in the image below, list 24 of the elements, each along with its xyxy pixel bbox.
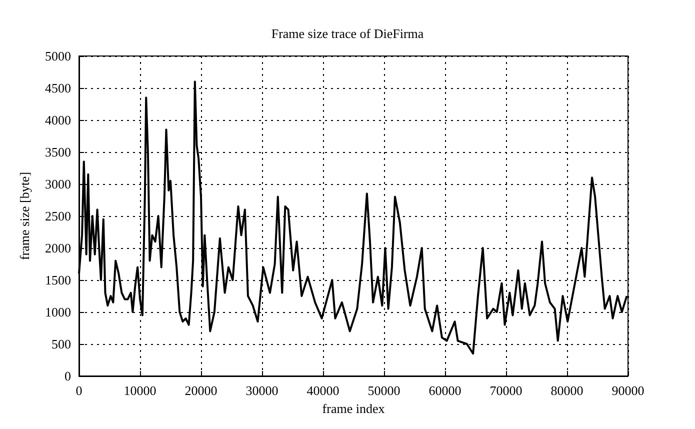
- y-tick-label: 3000: [45, 176, 71, 192]
- y-tick-label: 1500: [45, 272, 71, 288]
- x-axis-title: frame index: [322, 400, 386, 416]
- y-tick-label: 0: [64, 368, 71, 384]
- y-tick-label: 5000: [45, 48, 71, 64]
- x-tick-label: 10000: [124, 383, 156, 398]
- x-tick-label: 60000: [428, 383, 462, 398]
- x-tick-label: 90000: [612, 383, 644, 398]
- y-tick-label: 4000: [45, 112, 71, 128]
- chart-title: Frame size trace of DieFirma: [271, 26, 424, 41]
- y-axis-title: frame size [byte]: [17, 172, 32, 260]
- y-tick-label: 500: [52, 336, 71, 352]
- x-tick-label: 40000: [306, 383, 340, 398]
- x-tick-label: 20000: [184, 383, 218, 398]
- x-tick-label: 50000: [368, 383, 400, 398]
- y-tick-label: 1000: [45, 304, 71, 320]
- y-tick-label: 4500: [45, 80, 71, 96]
- y-tick-label: 2000: [45, 240, 71, 256]
- y-tick-label: 3500: [45, 144, 71, 160]
- y-tick-label: 2500: [45, 208, 71, 224]
- x-tick-label: 30000: [246, 383, 278, 398]
- x-tick-label: 0: [76, 383, 82, 398]
- x-tick-label: 70000: [490, 383, 522, 398]
- x-tick-label: 80000: [550, 383, 584, 398]
